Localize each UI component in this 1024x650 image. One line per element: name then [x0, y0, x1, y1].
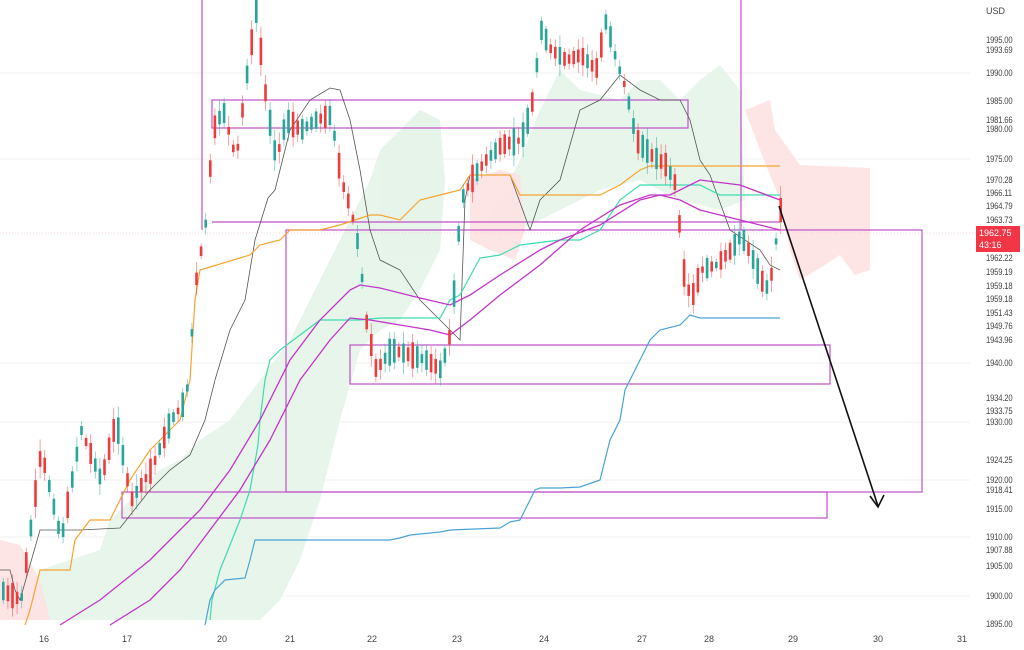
price-tick-label: 1910.00	[986, 532, 1013, 542]
price-tick-label: 1930.00	[986, 417, 1013, 427]
price-tick-label: 1915.00	[986, 504, 1013, 514]
price-tick-label: 1993.69	[986, 45, 1013, 55]
date-tick-label: 20	[216, 634, 228, 644]
price-tick-label: 1964.79	[986, 201, 1013, 211]
price-tick-label: 1985.00	[986, 96, 1013, 106]
date-tick-label: 22	[366, 634, 378, 644]
price-tick-label: 1918.41	[986, 485, 1013, 495]
projection-arrow[interactable]	[778, 205, 885, 509]
price-tick-label: 1940.00	[986, 358, 1013, 368]
price-tick-label: 1962.22	[986, 253, 1013, 263]
baseline-blue	[204, 314, 780, 626]
price-tick-label: 1949.76	[986, 321, 1013, 331]
current-price-value: 1962.75	[979, 228, 1012, 238]
price-tick-label: 1959.18	[986, 281, 1013, 291]
price-tick-label: 1981.66	[986, 115, 1013, 125]
candlesticks	[2, 0, 782, 617]
moving-average-slow	[109, 179, 781, 626]
price-tick-label: 1980.00	[986, 124, 1013, 134]
date-tick-label: 21	[284, 634, 296, 644]
zones	[121, 0, 923, 519]
price-channel-line	[0, 74, 781, 602]
price-tick-label: 1905.00	[986, 561, 1013, 571]
current-price-tag: 1962.75 43:16	[976, 226, 1020, 252]
date-tick-label: 23	[451, 634, 463, 644]
date-tick-label: 17	[121, 634, 133, 644]
price-tick-label: 1970.28	[986, 175, 1013, 185]
price-tick-label: 1920.00	[986, 475, 1013, 485]
date-tick-label: 30	[872, 634, 884, 644]
price-tick-label: 1895.00	[986, 619, 1013, 629]
kijun-line-orange	[24, 165, 780, 626]
price-tick-label: 1943.96	[986, 335, 1013, 345]
demand-zone-2	[121, 491, 828, 519]
price-tick-label: 1975.00	[986, 154, 1013, 164]
price-tick-label: 1963.73	[986, 215, 1013, 225]
date-tick-label: 24	[538, 634, 550, 644]
price-tick-label: 1995.00	[986, 35, 1013, 45]
date-tick-label: 16	[38, 634, 50, 644]
date-tick-label: 31	[956, 634, 968, 644]
price-tick-label: 1934.20	[986, 393, 1013, 403]
price-tick-label: 1951.43	[986, 308, 1013, 318]
price-tick-label: 1959.18	[986, 294, 1013, 304]
price-tick-label: 1924.25	[986, 455, 1013, 465]
price-tick-label: 1900.00	[986, 591, 1013, 601]
currency-label: USD	[986, 6, 1006, 16]
price-tick-label: 1907.88	[986, 545, 1013, 555]
ichimoku-cloud-green	[30, 65, 745, 620]
price-tick-label: 1966.11	[986, 188, 1012, 198]
tenkan-line-teal	[209, 184, 780, 621]
resistance-zone	[211, 99, 689, 129]
price-tick-label: 1959.19	[986, 267, 1013, 277]
date-tick-label: 28	[703, 634, 715, 644]
bar-countdown-timer: 43:16	[979, 240, 1002, 250]
moving-average-fast	[59, 194, 781, 626]
date-tick-label: 27	[636, 634, 648, 644]
date-tick-label: 29	[787, 634, 799, 644]
price-tick-label: 1933.75	[986, 406, 1013, 416]
demand-zone-1	[349, 344, 831, 385]
price-tick-label: 1990.00	[986, 68, 1013, 78]
